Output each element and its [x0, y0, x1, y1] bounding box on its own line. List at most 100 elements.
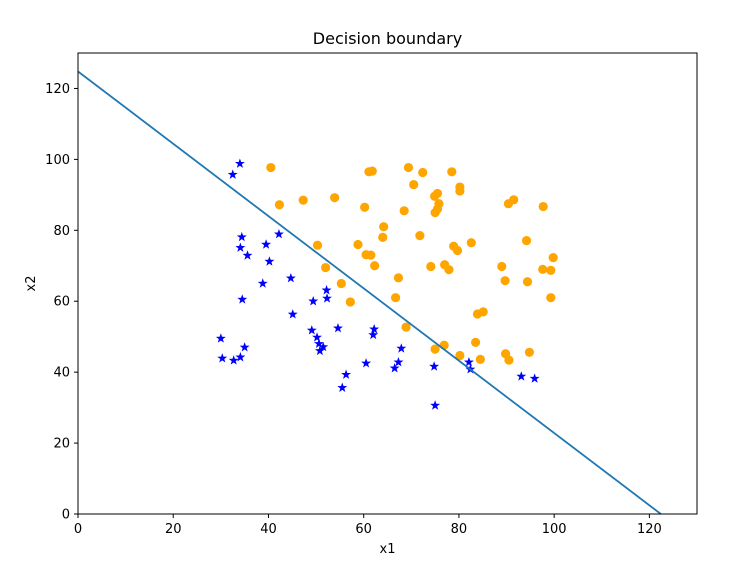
circle-point [521, 235, 532, 246]
star-point [429, 361, 440, 371]
circle-point [426, 261, 436, 272]
circle-point [452, 245, 463, 256]
circle-point [415, 231, 425, 241]
circle-point [455, 186, 465, 196]
star-point [261, 239, 272, 249]
star-point [306, 325, 317, 335]
star-point [396, 343, 407, 353]
circle-point [546, 293, 556, 303]
circle-point [409, 179, 419, 190]
star-point [308, 296, 319, 306]
x-tick-label: 100 [542, 522, 567, 537]
circle-point [546, 265, 556, 275]
star-point [341, 369, 352, 379]
circle-point [336, 278, 346, 289]
star-point [463, 357, 474, 367]
circle-point [497, 261, 507, 272]
circle-point [470, 337, 481, 347]
y-axis-label: x2 [24, 276, 39, 292]
circle-point [430, 191, 440, 201]
star-point [215, 333, 226, 343]
circle-point [330, 193, 340, 203]
x-tick-label: 20 [165, 522, 182, 537]
circle-point [390, 293, 401, 303]
circle-point [538, 201, 548, 212]
x-tick-label: 60 [355, 522, 372, 537]
circle-point [455, 350, 465, 361]
x-axis-label: x1 [380, 542, 396, 557]
circle-point [503, 199, 514, 209]
circle-point [401, 322, 411, 332]
y-tick-label: 0 [62, 508, 70, 523]
star-point [235, 242, 246, 252]
decision-boundary-line [78, 70, 662, 514]
plot-area [78, 70, 662, 514]
circle-point [472, 309, 483, 319]
circle-point [475, 354, 485, 364]
star-point [273, 229, 284, 239]
star-point [516, 371, 527, 381]
star-point [228, 355, 239, 365]
x-tick-label: 0 [74, 522, 82, 537]
star-point [333, 322, 343, 333]
y-tick-label: 100 [45, 153, 70, 168]
circle-point [367, 166, 377, 176]
circle-point [418, 167, 428, 178]
y-axis-ticks: 0 20 40 60 80 100 120 [45, 82, 78, 523]
star-point [242, 250, 253, 260]
circle-point [393, 273, 404, 283]
circle-point [432, 204, 443, 214]
star-point [217, 353, 228, 363]
star-point [393, 357, 404, 367]
star-point [337, 382, 348, 392]
y-tick-label: 120 [45, 82, 70, 97]
circle-point [298, 195, 308, 205]
star-point [236, 231, 247, 242]
circle-point [504, 355, 514, 365]
star-point [227, 169, 238, 179]
x-tick-label: 40 [260, 522, 277, 537]
star-point [318, 341, 329, 352]
star-point [312, 332, 322, 342]
circle-point [366, 250, 376, 260]
star-point [264, 256, 275, 266]
circle-point [522, 277, 533, 287]
circle-point [548, 253, 558, 263]
star-point [529, 373, 540, 383]
star-point [237, 294, 248, 304]
star-point [321, 285, 332, 295]
y-tick-label: 40 [53, 366, 70, 381]
circle-point [360, 202, 370, 212]
circle-point [447, 167, 457, 177]
star-point [287, 309, 298, 319]
star-point [368, 329, 379, 340]
star-point [361, 358, 372, 368]
star-point [369, 324, 380, 334]
circle-point [274, 200, 285, 210]
circle-point [399, 206, 409, 216]
star-point [389, 363, 400, 373]
circle-point [345, 297, 355, 307]
circle-point [524, 347, 534, 357]
circle-point [370, 261, 380, 271]
star-point [430, 400, 441, 410]
circle-point [444, 265, 454, 275]
chart-title: Decision boundary [313, 29, 462, 48]
circle-point [430, 344, 440, 354]
circle-point [378, 232, 388, 242]
star-point [239, 342, 250, 352]
y-tick-label: 20 [53, 437, 70, 452]
circle-point [312, 240, 323, 250]
star-point [313, 338, 324, 348]
circle-point [379, 222, 389, 232]
star-point [322, 293, 332, 303]
circle-point [500, 276, 510, 286]
axes-frame [77, 52, 698, 515]
y-tick-label: 60 [53, 295, 70, 310]
star-point [234, 158, 245, 168]
star-point [285, 272, 296, 283]
circle-point [466, 238, 476, 248]
x-tick-label: 80 [451, 522, 468, 537]
star-point [314, 345, 325, 356]
